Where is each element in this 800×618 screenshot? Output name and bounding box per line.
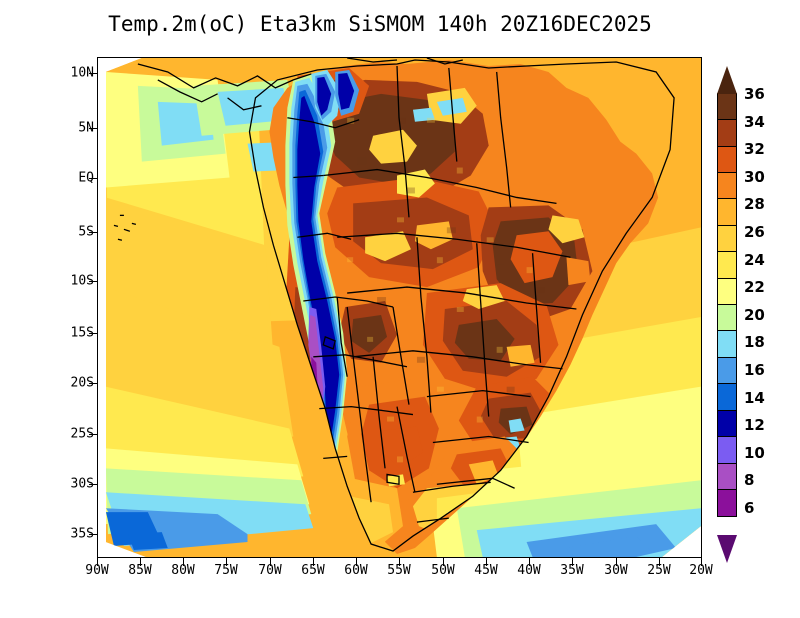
xtick-25W xyxy=(659,558,660,566)
xtick-label-75W: 75W xyxy=(214,563,238,578)
ytick-10N xyxy=(89,73,98,74)
ytick-label-35S: 35S xyxy=(70,526,94,542)
ytick-label-5N: 5N xyxy=(78,120,94,136)
xtick-label-85W: 85W xyxy=(128,563,152,578)
colorbar-label-10: 10 xyxy=(744,443,765,462)
xtick-label-70W: 70W xyxy=(258,563,282,578)
colorbar-swatch-24 xyxy=(717,251,737,279)
ytick-20S xyxy=(89,383,98,384)
colorbar-label-8: 8 xyxy=(744,471,755,490)
colorbar-swatch-36 xyxy=(717,92,737,121)
xtick-55W xyxy=(399,558,400,566)
colorbar-swatch-14 xyxy=(717,383,737,411)
ytick-15S xyxy=(89,333,98,334)
colorbar-label-36: 36 xyxy=(744,85,765,103)
xtick-35W xyxy=(572,558,573,566)
colorbar-swatch-30 xyxy=(717,172,737,200)
colorbar-swatch-12 xyxy=(717,409,737,438)
colorbar-label-6: 6 xyxy=(744,499,755,517)
ytick-5S xyxy=(89,232,98,233)
xtick-label-50W: 50W xyxy=(431,563,455,578)
ytick-35S xyxy=(89,534,98,535)
colorbar-label-12: 12 xyxy=(744,416,765,435)
colorbar-label-14: 14 xyxy=(744,388,765,407)
colorbar-label-34: 34 xyxy=(744,112,765,131)
ytick-label-20S: 20S xyxy=(70,375,94,391)
colorbar-swatch-28 xyxy=(717,198,737,227)
ytick-label-EQ: EQ xyxy=(78,170,94,186)
temperature-field xyxy=(105,58,701,557)
page-title: Temp.2m(oC) Eta3km SiSMOM 140h 20Z16DEC2… xyxy=(108,12,652,36)
ytick-label-15S: 15S xyxy=(70,325,94,341)
colorbar-swatch-16 xyxy=(717,356,737,385)
colorbar-swatch-26 xyxy=(717,224,737,253)
xtick-label-40W: 40W xyxy=(517,563,541,578)
colorbar-swatch-22 xyxy=(717,277,737,306)
xtick-label-25W: 25W xyxy=(647,563,671,578)
ytick-10S xyxy=(89,281,98,282)
xtick-50W xyxy=(443,558,444,566)
xtick-65W xyxy=(313,558,314,566)
xtick-90W xyxy=(97,558,98,566)
xtick-45W xyxy=(486,558,487,566)
ytick-label-30S: 30S xyxy=(70,476,94,492)
xtick-85W xyxy=(140,558,141,566)
ytick-label-10N: 10N xyxy=(70,65,94,81)
colorbar-cap-bottom xyxy=(717,534,737,563)
ytick-EQ xyxy=(89,178,98,179)
xtick-label-90W: 90W xyxy=(85,563,109,578)
xtick-20W xyxy=(701,558,702,566)
colorbar-swatch-32 xyxy=(717,145,737,174)
xtick-40W xyxy=(529,558,530,566)
xtick-label-60W: 60W xyxy=(344,563,368,578)
colorbar-label-26: 26 xyxy=(744,223,765,241)
colorbar-label-30: 30 xyxy=(744,167,765,186)
colorbar-label-32: 32 xyxy=(744,140,765,159)
colorbar-label-18: 18 xyxy=(744,333,765,352)
xtick-label-80W: 80W xyxy=(171,563,195,578)
xtick-60W xyxy=(356,558,357,566)
xtick-80W xyxy=(183,558,184,566)
colorbar xyxy=(717,92,737,517)
colorbar-label-24: 24 xyxy=(744,250,765,269)
ytick-label-5S: 5S xyxy=(78,224,94,240)
xtick-label-55W: 55W xyxy=(387,563,411,578)
xtick-label-35W: 35W xyxy=(560,563,584,578)
xtick-70W xyxy=(270,558,271,566)
xtick-label-45W: 45W xyxy=(474,563,498,578)
xtick-30W xyxy=(616,558,617,566)
colorbar-swatch-18 xyxy=(717,330,737,359)
colorbar-label-20: 20 xyxy=(744,305,765,324)
colorbar-swatch-10 xyxy=(717,436,737,464)
ytick-label-10S: 10S xyxy=(70,273,94,289)
xtick-label-30W: 30W xyxy=(604,563,628,578)
colorbar-swatch-20 xyxy=(717,304,737,332)
xtick-75W xyxy=(226,558,227,566)
colorbar-swatch-34 xyxy=(717,119,737,147)
ytick-30S xyxy=(89,484,98,485)
xtick-label-20W: 20W xyxy=(689,563,713,578)
colorbar-label-22: 22 xyxy=(744,278,765,297)
xtick-label-65W: 65W xyxy=(301,563,325,578)
colorbar-swatch-6 xyxy=(717,488,737,517)
ytick-label-25S: 25S xyxy=(70,426,94,442)
map-plot-area xyxy=(97,57,702,558)
ytick-5N xyxy=(89,128,98,129)
ytick-25S xyxy=(89,434,98,435)
colorbar-swatch-8 xyxy=(717,462,737,491)
colorbar-label-16: 16 xyxy=(744,361,765,379)
colorbar-label-28: 28 xyxy=(744,195,765,214)
colorbar-cap-top xyxy=(717,66,737,94)
